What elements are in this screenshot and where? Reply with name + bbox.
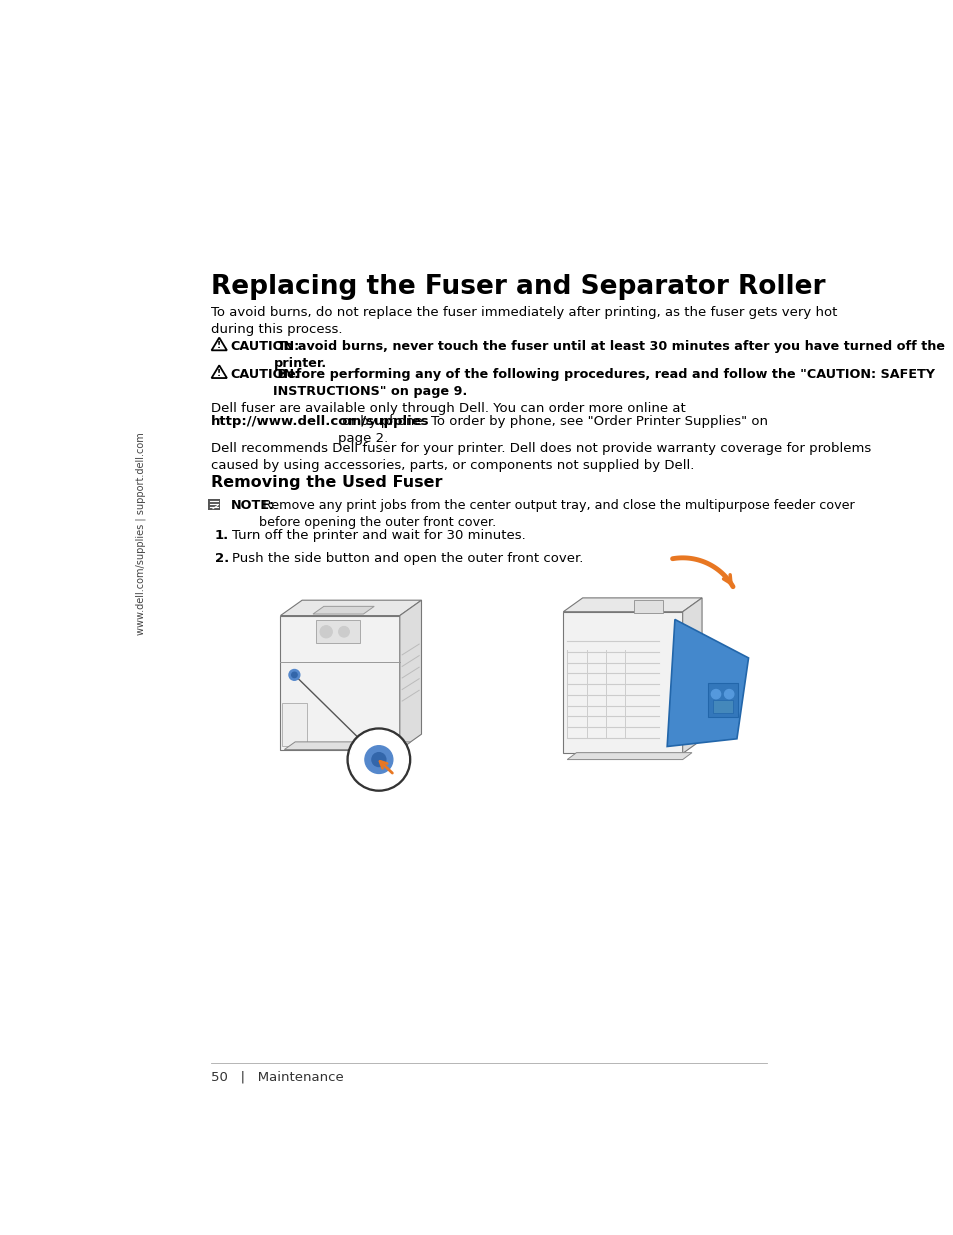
Text: Removing the Used Fuser: Removing the Used Fuser: [211, 474, 442, 490]
FancyBboxPatch shape: [315, 620, 360, 643]
Polygon shape: [562, 611, 682, 753]
Text: or by phone. To order by phone, see "Order Printer Supplies" on
page 2.: or by phone. To order by phone, see "Ord…: [337, 415, 767, 446]
FancyBboxPatch shape: [633, 600, 661, 613]
FancyBboxPatch shape: [282, 703, 307, 746]
Text: 50   |   Maintenance: 50 | Maintenance: [211, 1071, 343, 1083]
Text: Dell recommends Dell fuser for your printer. Dell does not provide warranty cove: Dell recommends Dell fuser for your prin…: [211, 442, 870, 472]
Circle shape: [372, 752, 385, 767]
Text: To avoid burns, never touch the fuser until at least 30 minutes after you have t: To avoid burns, never touch the fuser un…: [274, 340, 944, 370]
Polygon shape: [280, 600, 421, 615]
Text: !: !: [217, 341, 221, 350]
FancyBboxPatch shape: [707, 683, 738, 718]
Text: !: !: [217, 368, 221, 378]
Polygon shape: [567, 752, 691, 760]
Text: Before performing any of the following procedures, read and follow the "CAUTION:: Before performing any of the following p…: [274, 368, 935, 398]
Circle shape: [292, 672, 296, 678]
Circle shape: [289, 669, 299, 680]
Polygon shape: [313, 606, 374, 614]
FancyBboxPatch shape: [712, 700, 732, 713]
FancyBboxPatch shape: [208, 499, 220, 510]
Polygon shape: [399, 600, 421, 750]
Text: 1.: 1.: [214, 529, 229, 542]
Text: Dell fuser are available only through Dell. You can order more online at: Dell fuser are available only through De…: [211, 403, 685, 415]
Circle shape: [349, 730, 408, 789]
Text: Replacing the Fuser and Separator Roller: Replacing the Fuser and Separator Roller: [211, 274, 824, 300]
Polygon shape: [562, 598, 701, 611]
Text: www.dell.com/supplies | support.dell.com: www.dell.com/supplies | support.dell.com: [135, 432, 146, 635]
Circle shape: [338, 626, 349, 637]
Text: Turn off the printer and wait for 30 minutes.: Turn off the printer and wait for 30 min…: [233, 529, 526, 542]
Circle shape: [711, 689, 720, 699]
Circle shape: [347, 727, 410, 792]
Circle shape: [319, 626, 332, 638]
Polygon shape: [284, 742, 410, 750]
Text: http://www.dell.com/supplies: http://www.dell.com/supplies: [211, 415, 429, 429]
Text: Remove any print jobs from the center output tray, and close the multipurpose fe: Remove any print jobs from the center ou…: [258, 499, 854, 530]
Text: CAUTION:: CAUTION:: [231, 340, 300, 353]
Text: NOTE:: NOTE:: [231, 499, 274, 513]
Polygon shape: [666, 620, 748, 746]
Polygon shape: [682, 598, 701, 753]
Polygon shape: [280, 615, 399, 750]
Circle shape: [365, 746, 393, 773]
Circle shape: [723, 689, 733, 699]
Text: 2.: 2.: [214, 552, 229, 566]
Text: Push the side button and open the outer front cover.: Push the side button and open the outer …: [233, 552, 583, 566]
Text: To avoid burns, do not replace the fuser immediately after printing, as the fuse: To avoid burns, do not replace the fuser…: [211, 306, 836, 336]
Text: CAUTION:: CAUTION:: [231, 368, 300, 380]
